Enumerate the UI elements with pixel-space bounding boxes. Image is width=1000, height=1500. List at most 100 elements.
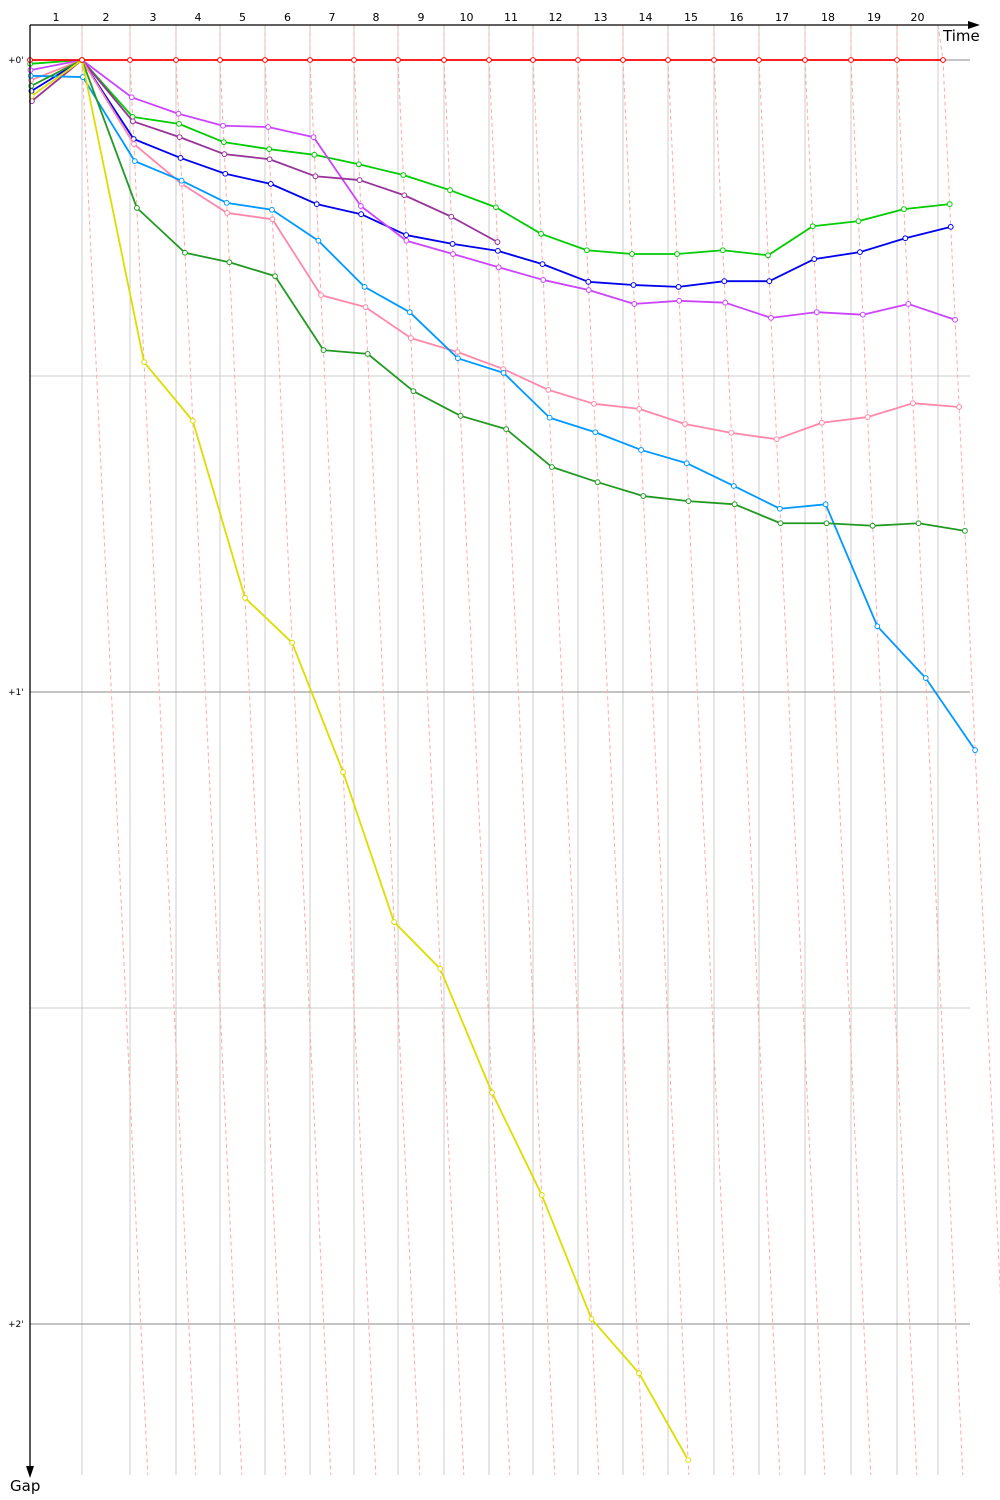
data-point bbox=[129, 118, 136, 125]
data-point bbox=[631, 301, 638, 307]
data-point bbox=[766, 278, 773, 285]
data-point bbox=[355, 161, 362, 168]
data-point bbox=[952, 316, 958, 323]
x-tick-label: 1 bbox=[53, 11, 60, 24]
data-point bbox=[217, 57, 223, 63]
data-point bbox=[175, 110, 182, 117]
data-point bbox=[400, 172, 407, 178]
data-point bbox=[403, 237, 410, 244]
data-point bbox=[351, 57, 357, 63]
data-point bbox=[131, 141, 137, 147]
data-point bbox=[682, 421, 688, 427]
data-point bbox=[79, 57, 85, 63]
data-point bbox=[454, 349, 461, 355]
data-point bbox=[765, 252, 771, 259]
data-point bbox=[503, 426, 510, 432]
data-point bbox=[178, 177, 185, 184]
data-point bbox=[575, 57, 581, 63]
x-tick-label: 12 bbox=[549, 11, 563, 24]
data-point bbox=[719, 247, 726, 254]
series-1 bbox=[27, 57, 953, 259]
data-point bbox=[676, 297, 683, 304]
series-7 bbox=[28, 57, 968, 534]
data-point bbox=[859, 311, 866, 318]
leader-time-line bbox=[219, 25, 287, 1476]
data-point bbox=[311, 151, 318, 158]
x-axis-arrow-icon bbox=[968, 21, 980, 29]
x-tick-label: 9 bbox=[418, 11, 425, 24]
data-point bbox=[822, 501, 829, 508]
data-point bbox=[640, 493, 647, 499]
data-point bbox=[128, 94, 135, 101]
x-tick-label: 20 bbox=[911, 11, 925, 24]
data-point bbox=[266, 156, 273, 163]
data-point bbox=[403, 232, 410, 238]
data-point bbox=[457, 412, 464, 419]
data-point bbox=[731, 501, 738, 508]
data-point bbox=[811, 256, 818, 262]
x-tick-label: 11 bbox=[504, 11, 518, 24]
data-point bbox=[395, 57, 401, 63]
data-point bbox=[894, 57, 900, 63]
data-point bbox=[802, 57, 808, 63]
data-point bbox=[674, 251, 680, 257]
y-tick-label: +2' bbox=[8, 1320, 24, 1330]
data-point bbox=[357, 203, 364, 209]
data-point bbox=[313, 201, 320, 207]
series-line bbox=[30, 59, 966, 532]
series-0 bbox=[27, 57, 946, 63]
data-point bbox=[629, 251, 635, 257]
data-point bbox=[946, 201, 953, 207]
x-tick-label: 6 bbox=[284, 11, 291, 24]
data-point bbox=[289, 639, 295, 646]
data-point bbox=[494, 247, 501, 254]
data-point bbox=[722, 299, 729, 306]
data-point bbox=[182, 249, 188, 256]
data-point bbox=[594, 479, 601, 486]
x-tick-label: 3 bbox=[150, 11, 157, 24]
data-point bbox=[585, 278, 592, 285]
data-point bbox=[242, 594, 248, 601]
data-point bbox=[665, 57, 671, 63]
data-point bbox=[549, 464, 555, 470]
data-point bbox=[362, 304, 369, 311]
data-point bbox=[540, 277, 547, 283]
data-point bbox=[711, 57, 717, 63]
data-point bbox=[315, 237, 322, 244]
data-point bbox=[262, 57, 268, 63]
data-point bbox=[401, 192, 408, 199]
data-point bbox=[902, 235, 909, 242]
data-point bbox=[620, 57, 626, 63]
series-line bbox=[30, 74, 976, 751]
leader-time-line bbox=[577, 25, 645, 1476]
data-point bbox=[141, 359, 147, 365]
data-point bbox=[675, 283, 682, 290]
data-point bbox=[546, 414, 553, 421]
series-line bbox=[31, 59, 689, 1461]
series-3 bbox=[27, 57, 958, 323]
data-point bbox=[449, 241, 456, 247]
series-line bbox=[30, 59, 956, 321]
series-5 bbox=[28, 57, 963, 443]
leader-time-line bbox=[622, 25, 690, 1476]
series-2 bbox=[28, 57, 954, 290]
series-6 bbox=[27, 72, 978, 754]
x-tick-label: 17 bbox=[775, 11, 789, 24]
data-point bbox=[915, 520, 922, 527]
data-point bbox=[768, 314, 774, 321]
data-point bbox=[813, 309, 820, 316]
leader-time-line bbox=[667, 25, 735, 1476]
data-point bbox=[972, 747, 978, 754]
leader-time-line bbox=[81, 25, 149, 1476]
data-point bbox=[685, 1456, 691, 1463]
data-point bbox=[588, 1316, 595, 1322]
data-point bbox=[127, 57, 133, 63]
x-tick-label: 2 bbox=[103, 11, 110, 24]
data-point bbox=[495, 264, 502, 271]
x-tick-label: 16 bbox=[730, 11, 744, 24]
data-point bbox=[406, 309, 413, 316]
series-lines bbox=[27, 57, 978, 1463]
tick-labels: +0'+1'+2'1 2 3 4 5 6 7 8 9 10 11 12 13 14 15 16 17 18 19 20 bbox=[8, 11, 925, 1330]
data-point bbox=[340, 769, 347, 776]
